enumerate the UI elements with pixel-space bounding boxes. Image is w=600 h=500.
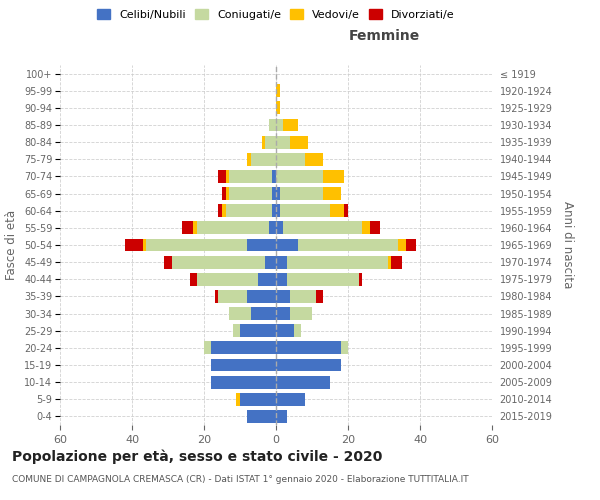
Bar <box>330 204 344 217</box>
Bar <box>276 410 287 423</box>
Bar <box>276 102 280 114</box>
Bar <box>236 393 240 406</box>
Bar <box>265 136 276 148</box>
Text: Popolazione per età, sesso e stato civile - 2020: Popolazione per età, sesso e stato civil… <box>12 450 382 464</box>
Bar <box>229 187 272 200</box>
Y-axis label: Fasce di età: Fasce di età <box>5 210 19 280</box>
Bar <box>323 170 344 183</box>
Bar <box>222 204 226 217</box>
Bar <box>305 153 323 166</box>
Text: COMUNE DI CAMPAGNOLA CREMASCA (CR) - Dati ISTAT 1° gennaio 2020 - Elaborazione T: COMUNE DI CAMPAGNOLA CREMASCA (CR) - Dat… <box>12 475 469 484</box>
Bar <box>283 222 362 234</box>
Bar <box>269 118 276 132</box>
Bar <box>276 290 290 303</box>
Bar <box>290 290 316 303</box>
Bar <box>269 222 276 234</box>
Bar <box>247 153 251 166</box>
Bar <box>359 273 362 285</box>
Bar <box>344 204 348 217</box>
Bar <box>391 256 402 268</box>
Bar <box>251 307 276 320</box>
Bar <box>287 273 359 285</box>
Bar <box>262 136 265 148</box>
Bar <box>193 222 197 234</box>
Bar <box>146 238 247 252</box>
Bar <box>211 342 276 354</box>
Bar <box>222 187 226 200</box>
Bar <box>251 153 276 166</box>
Bar <box>218 290 247 303</box>
Bar <box>258 273 276 285</box>
Y-axis label: Anni di nascita: Anni di nascita <box>561 202 574 288</box>
Bar <box>341 342 348 354</box>
Bar <box>276 222 283 234</box>
Bar <box>287 256 388 268</box>
Bar <box>215 290 218 303</box>
Bar <box>218 170 226 183</box>
Bar <box>240 324 276 337</box>
Bar <box>276 153 305 166</box>
Bar <box>272 170 276 183</box>
Bar <box>398 238 406 252</box>
Bar <box>276 342 341 354</box>
Bar <box>276 256 287 268</box>
Bar <box>276 170 323 183</box>
Bar <box>240 393 276 406</box>
Bar <box>362 222 370 234</box>
Bar <box>316 290 323 303</box>
Bar <box>298 238 398 252</box>
Bar <box>164 256 172 268</box>
Bar <box>370 222 380 234</box>
Bar <box>247 290 276 303</box>
Bar <box>323 187 341 200</box>
Bar <box>276 118 283 132</box>
Bar <box>233 324 240 337</box>
Bar <box>143 238 146 252</box>
Bar <box>276 358 341 372</box>
Bar <box>226 187 229 200</box>
Bar <box>276 393 305 406</box>
Bar <box>276 204 280 217</box>
Bar <box>197 222 269 234</box>
Bar <box>247 238 276 252</box>
Bar <box>211 358 276 372</box>
Bar <box>276 324 294 337</box>
Bar <box>294 324 301 337</box>
Bar <box>276 376 330 388</box>
Bar <box>172 256 265 268</box>
Bar <box>197 273 258 285</box>
Bar <box>272 204 276 217</box>
Bar <box>290 307 312 320</box>
Bar <box>272 187 276 200</box>
Bar <box>190 273 197 285</box>
Legend: Celibi/Nubili, Coniugati/e, Vedovi/e, Divorziati/e: Celibi/Nubili, Coniugati/e, Vedovi/e, Di… <box>97 10 455 20</box>
Bar <box>276 307 290 320</box>
Bar <box>211 376 276 388</box>
Bar <box>406 238 416 252</box>
Bar <box>182 222 193 234</box>
Bar <box>280 204 330 217</box>
Bar <box>229 170 272 183</box>
Bar <box>276 84 280 97</box>
Bar <box>276 187 280 200</box>
Bar <box>276 273 287 285</box>
Bar <box>276 136 290 148</box>
Text: Femmine: Femmine <box>349 30 419 44</box>
Bar <box>388 256 391 268</box>
Bar <box>247 410 276 423</box>
Bar <box>226 204 272 217</box>
Bar <box>265 256 276 268</box>
Bar <box>125 238 143 252</box>
Bar <box>218 204 222 217</box>
Bar <box>276 238 298 252</box>
Bar <box>290 136 308 148</box>
Bar <box>280 187 323 200</box>
Bar <box>226 170 229 183</box>
Bar <box>229 307 251 320</box>
Bar <box>204 342 211 354</box>
Bar <box>283 118 298 132</box>
